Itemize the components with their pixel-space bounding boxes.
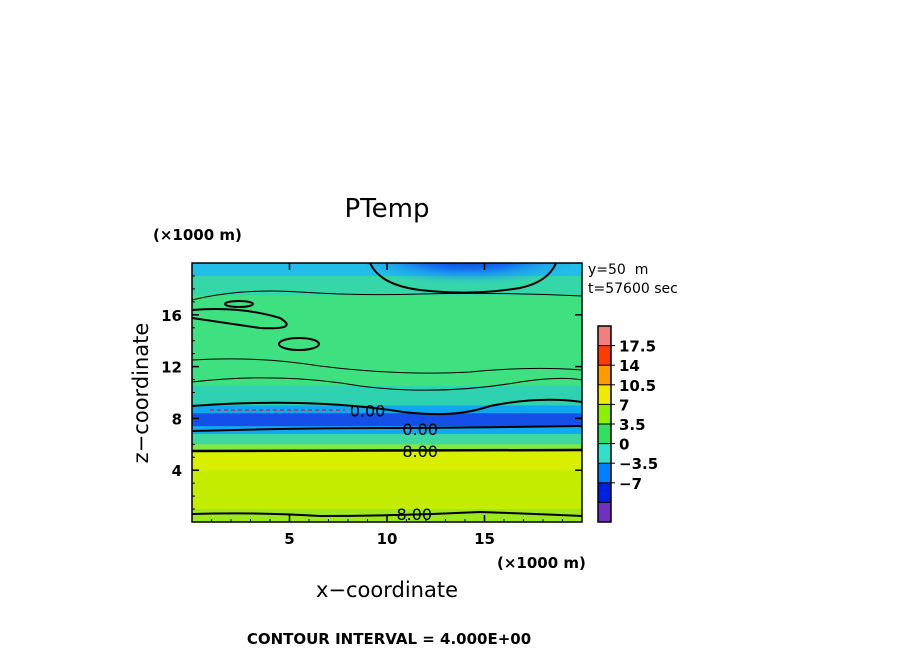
contour-line <box>192 425 582 432</box>
y-axis-ticks: 4 8 12 16 <box>161 275 582 510</box>
y-axis-label: z−coordinate <box>129 323 153 464</box>
contour-line <box>192 308 288 330</box>
annotation-y-position: y=50 m <box>588 262 648 278</box>
colorbar-swatch-0 <box>598 326 611 346</box>
contour-label-0: 0.00 <box>350 402 386 421</box>
field-band-5 <box>192 413 582 427</box>
contour-line <box>192 448 582 453</box>
field-detail <box>192 263 582 518</box>
colorbar-swatch-5 <box>598 424 611 444</box>
field-band-7 <box>192 433 582 445</box>
field-layers <box>192 263 582 522</box>
contour-line <box>192 398 582 416</box>
colorbar-swatch-6 <box>598 443 611 464</box>
colorbar-label-2: 10.5 <box>619 377 656 395</box>
contour-line <box>192 510 582 518</box>
contour-label-3: 8.00 <box>396 505 432 524</box>
contour-line <box>192 377 582 391</box>
y-tick-label-0: 4 <box>172 462 182 480</box>
contour-line <box>278 337 320 351</box>
x-axis-unit: (×1000 m) <box>497 554 586 572</box>
annotation-time: t=57600 sec <box>588 281 678 297</box>
field-band-8 <box>192 444 582 452</box>
colorbar-swatch-7 <box>598 463 611 484</box>
field-band-2 <box>192 295 582 387</box>
contour-labels: 0.00 0.00 8.00 8.00 <box>350 402 438 525</box>
contour-line <box>192 358 582 374</box>
colorbar-label-5: 0 <box>619 436 629 454</box>
y-tick-label-2: 12 <box>161 359 182 377</box>
colorbar: 17.514 10.57 3.5 0−3.5 −7 <box>597 325 658 523</box>
x-tick-label-1: 10 <box>377 530 398 548</box>
upper-cold-anomaly <box>366 263 570 290</box>
contour-line <box>224 300 254 308</box>
colorbar-swatch-9 <box>598 502 611 523</box>
contour-label-1: 0.00 <box>402 420 438 439</box>
colorbar-label-3: 7 <box>619 396 629 414</box>
colorbar-swatch-3 <box>598 384 611 405</box>
contour-line <box>369 263 557 294</box>
colorbar-swatch-1 <box>598 345 611 366</box>
y-axis-unit: (×1000 m) <box>153 226 242 244</box>
x-tick-label-0: 5 <box>284 530 294 548</box>
colorbar-swatch-4 <box>598 404 611 425</box>
field-band-6 <box>192 426 582 435</box>
contour-label-2: 8.00 <box>402 442 438 461</box>
field-band-3 <box>192 386 582 407</box>
x-axis-ticks: 5 10 15 <box>211 263 563 548</box>
x-axis-label: x−coordinate <box>316 578 458 602</box>
y-tick-label-1: 8 <box>172 410 182 428</box>
contour-interval-note: CONTOUR INTERVAL = 4.000E+00 <box>247 630 531 648</box>
field-band-9 <box>192 450 582 471</box>
field-band-10 <box>192 470 582 510</box>
chart-title: PTemp <box>345 194 430 224</box>
colorbar-swatch-2 <box>598 365 611 386</box>
colorbar-label-1: 14 <box>619 357 640 375</box>
x-tick-label-2: 15 <box>474 530 495 548</box>
colorbar-label-4: 3.5 <box>619 416 646 434</box>
colorbar-swatch-8 <box>598 482 611 503</box>
contour-line <box>192 290 582 301</box>
y-tick-label-3: 16 <box>161 307 182 325</box>
colorbar-label-0: 17.5 <box>619 338 656 356</box>
colorbar-label-6: −3.5 <box>619 455 658 473</box>
colorbar-label-7: −7 <box>619 475 642 493</box>
